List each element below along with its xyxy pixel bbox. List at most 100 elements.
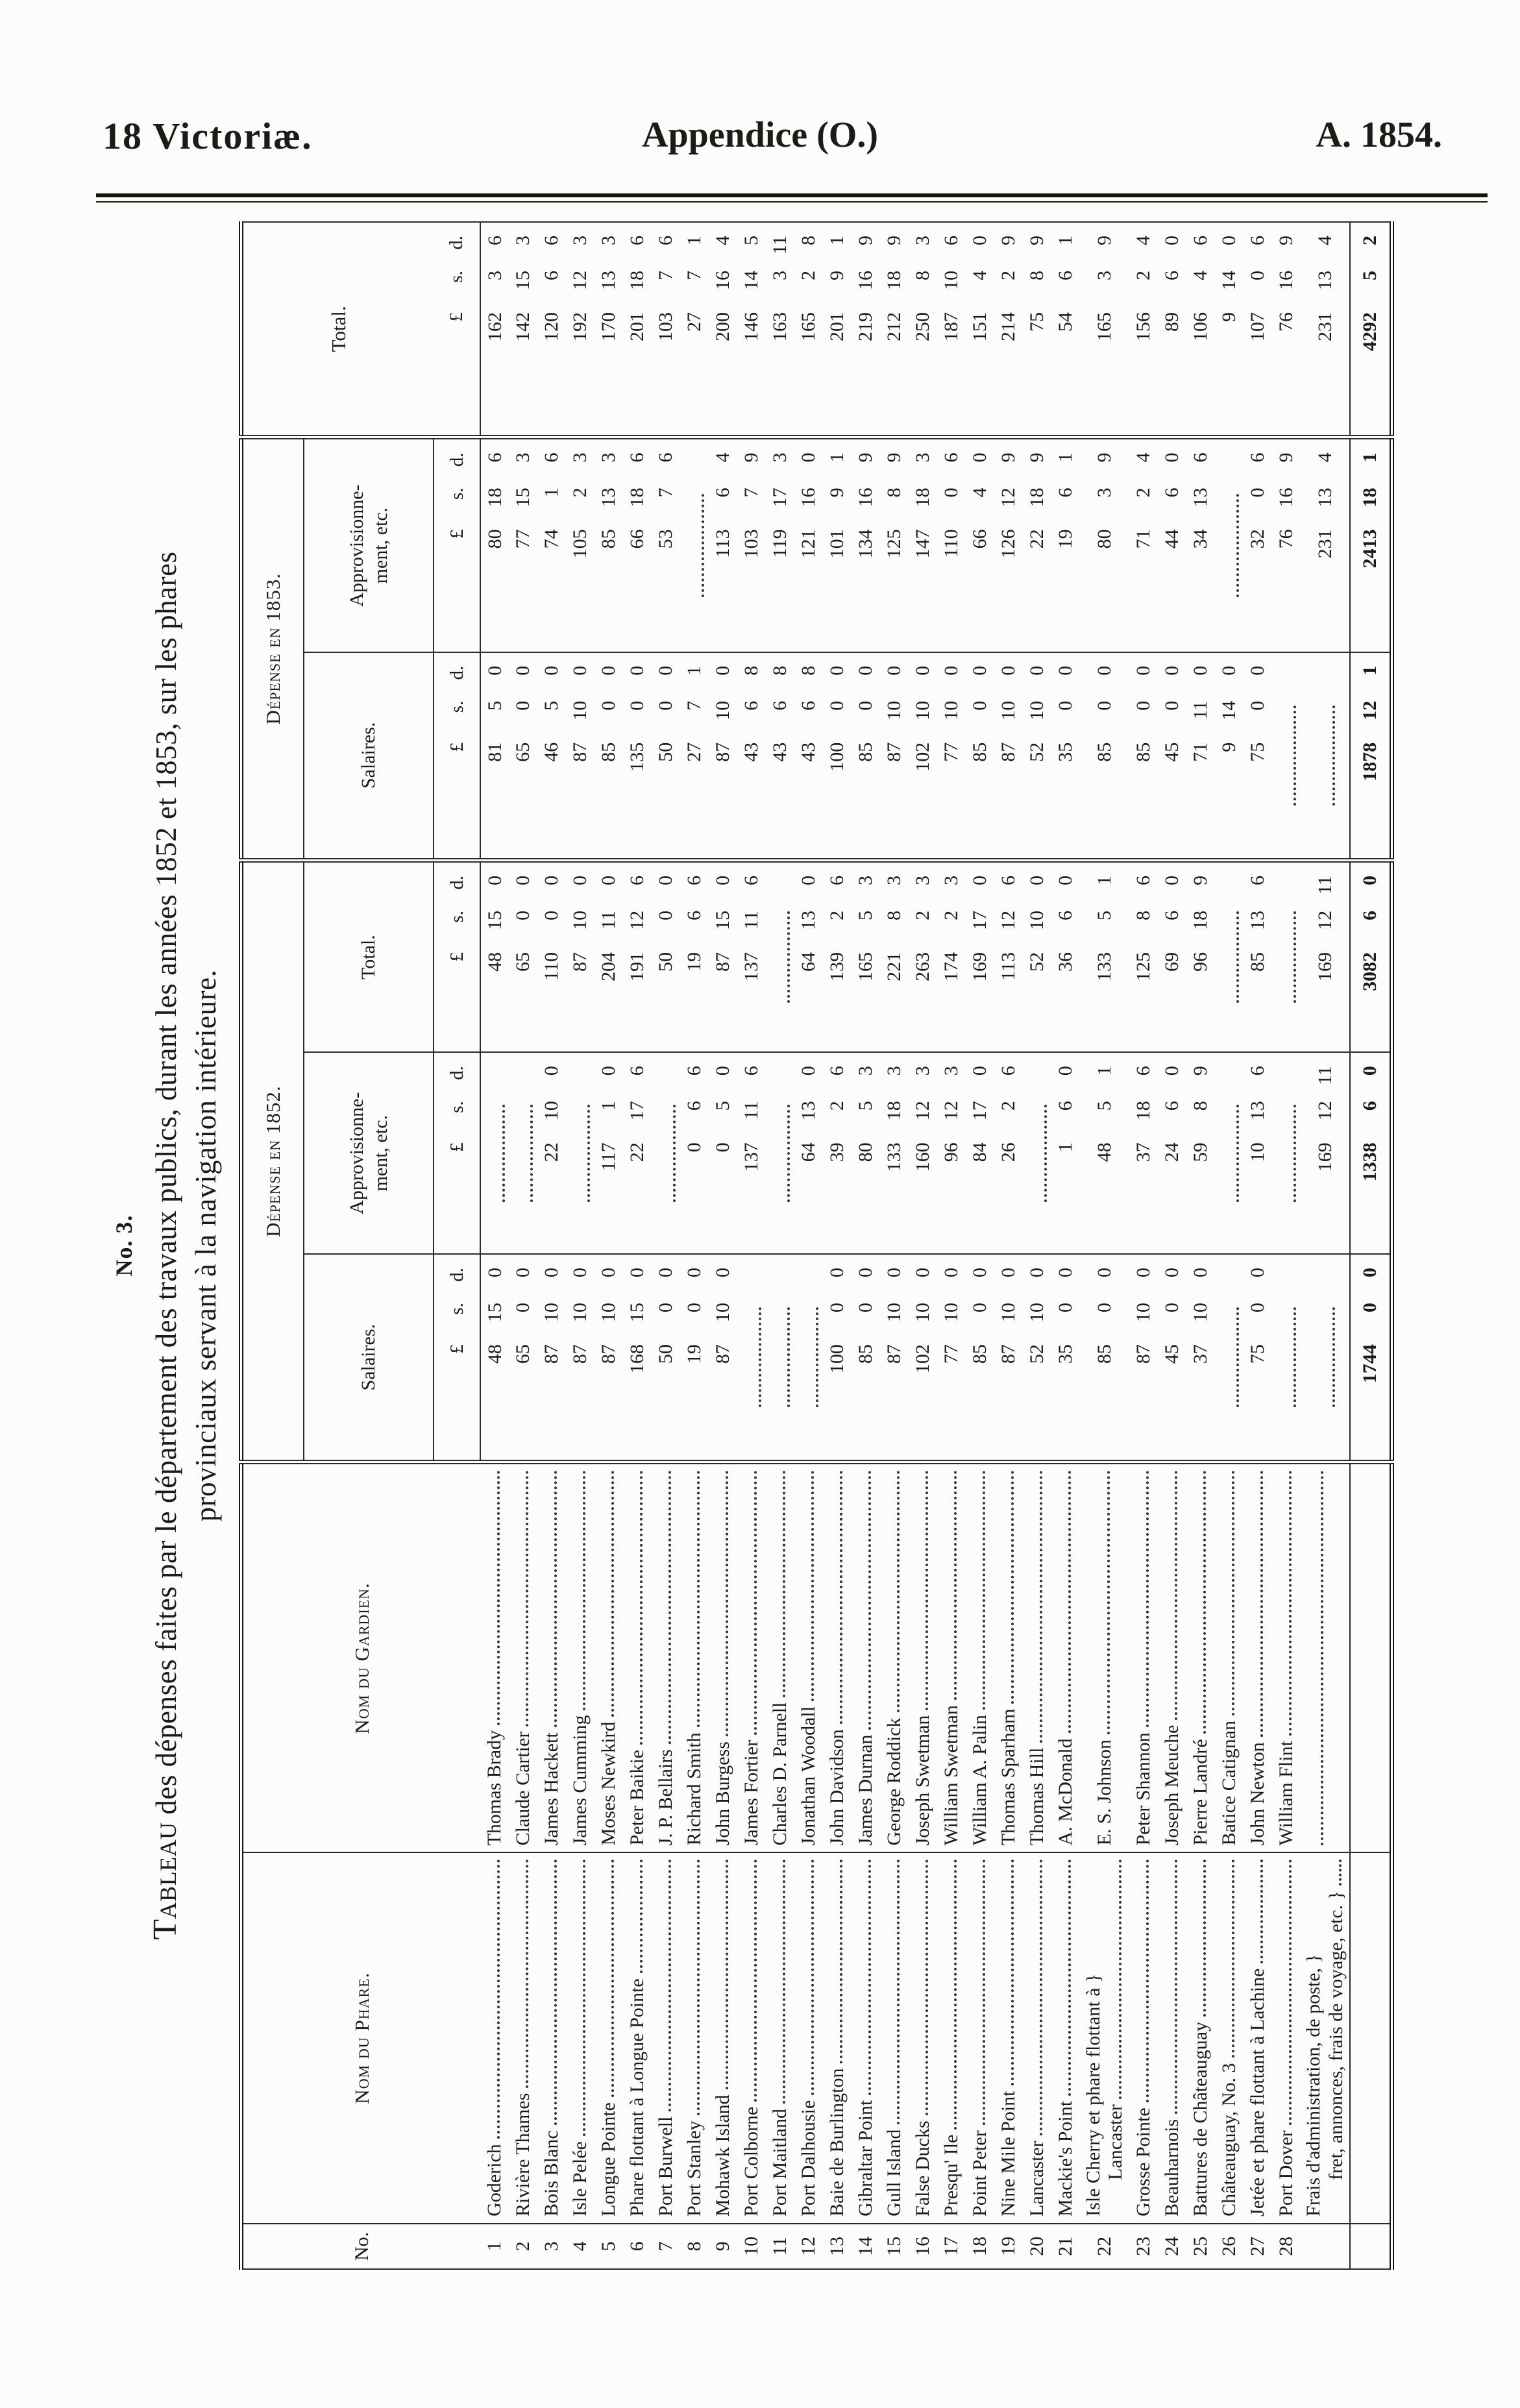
amount-shillings: 15 bbox=[484, 1303, 506, 1323]
amount-pence: 3 bbox=[598, 236, 620, 245]
cell-total-1852: 169 17 0 bbox=[966, 860, 995, 1053]
cell-phare: Port Dalhousie bbox=[794, 1852, 824, 2224]
cell-salaires-1853: 135 0 0 bbox=[623, 652, 652, 861]
amount-pence: 0 bbox=[1161, 452, 1183, 463]
cell-phare: Battures de Châteauguay bbox=[1186, 1852, 1216, 2224]
amount-pence: 0 bbox=[969, 1066, 991, 1076]
amount-pounds: 27 bbox=[683, 312, 705, 332]
page-header-year: A. 1854. bbox=[1316, 115, 1442, 155]
col-header-gardien: Nom du Gardien. bbox=[241, 1462, 481, 1853]
dot-leaders bbox=[1260, 1860, 1264, 1963]
amount-pounds: 133 bbox=[1094, 952, 1116, 982]
amount-pounds: 101 bbox=[826, 529, 848, 559]
cell-gardien: Richard Smith bbox=[680, 1462, 709, 1853]
amount-pounds: 231 bbox=[1314, 529, 1336, 559]
cell-row-number: 20 bbox=[1026, 2236, 1048, 2256]
cell-phare-text: Gull Island bbox=[883, 2129, 905, 2217]
table-body: 1 Goderich Thomas Brady 48 15 0 48 15 0 81 5 0 80 18 6… bbox=[480, 222, 1392, 2269]
cell-phare: Baie de Burlington bbox=[823, 1852, 852, 2224]
cell-gardien: A. McDonald bbox=[1051, 1462, 1081, 1853]
amount-pounds: 1744 bbox=[1358, 1344, 1380, 1384]
amount-pence: 9 bbox=[855, 236, 877, 245]
cell-gardien: James Cumming bbox=[566, 1462, 595, 1853]
amount-pounds: 156 bbox=[1133, 312, 1155, 341]
amount-shillings: 18 bbox=[1358, 487, 1380, 508]
amount-shillings: 15 bbox=[626, 1303, 648, 1323]
amount-pence: 8 bbox=[769, 665, 791, 676]
cell-salaires-1852: 87 10 0 bbox=[595, 1254, 624, 1462]
amount-pounds: 48 bbox=[484, 1344, 506, 1364]
group-header-1853: Dépense en 1853. bbox=[241, 437, 304, 861]
amount-pounds: 170 bbox=[598, 312, 620, 341]
amount-pence: 0 bbox=[798, 1066, 820, 1076]
cell-gardien-text: Claude Cartier bbox=[512, 1731, 534, 1846]
amount-pence: 4 bbox=[712, 236, 734, 245]
currency-unit-label: £ bbox=[446, 952, 467, 962]
amount-pence: 6 bbox=[626, 452, 648, 463]
amount-shillings: 10 bbox=[1026, 911, 1048, 931]
currency-unit-label: £ bbox=[446, 1142, 467, 1152]
currency-unit-label: d. bbox=[446, 452, 467, 467]
amount-shillings: 4 bbox=[1190, 271, 1212, 280]
amount-shillings: 5 bbox=[712, 1101, 734, 1111]
amount-pounds: 87 bbox=[541, 1344, 563, 1364]
amount-pence: 1 bbox=[1094, 876, 1116, 886]
total-salaires-1852: 1744 0 0 bbox=[1350, 1254, 1392, 1462]
amount-pence: 6 bbox=[940, 452, 962, 463]
dot-leaders bbox=[697, 1471, 700, 1728]
page-header-regnal-year: 18 Victoriæ. bbox=[103, 115, 313, 157]
amount-pence: 0 bbox=[969, 665, 991, 676]
cell-appro-1853: 44 6 0 bbox=[1158, 437, 1187, 652]
amount-shillings: 15 bbox=[484, 911, 506, 931]
amount-pounds: 81 bbox=[484, 742, 506, 762]
header-double-rule bbox=[96, 193, 1488, 203]
amount-pence: 0 bbox=[940, 665, 962, 676]
amount-pence: 0 bbox=[1094, 665, 1116, 676]
amount-pence: 0 bbox=[484, 876, 506, 886]
amount-pounds: 139 bbox=[826, 952, 848, 982]
empty-amount-dots bbox=[742, 1307, 762, 1408]
amount-pence: 1 bbox=[1358, 452, 1380, 463]
amount-pence: 11 bbox=[1314, 876, 1336, 894]
amount-shillings: 0 bbox=[855, 1303, 877, 1313]
amount-pounds: 74 bbox=[541, 529, 563, 549]
amount-shillings: 18 bbox=[1026, 487, 1048, 508]
amount-pounds: 212 bbox=[883, 312, 905, 341]
cell-phare: Port Maitland bbox=[766, 1852, 795, 2224]
amount-pounds: 64 bbox=[798, 952, 820, 972]
amount-pence: 0 bbox=[1055, 665, 1077, 676]
table-title: Tableau des dépenses faites par le dépar… bbox=[144, 210, 225, 2281]
cell-appro-1853: 125 8 9 bbox=[880, 437, 909, 652]
amount-pence: 3 bbox=[569, 236, 591, 245]
amount-shillings: 3 bbox=[1094, 271, 1116, 280]
cell-total-final: 151 4 0 bbox=[966, 222, 995, 437]
amount-pence: 6 bbox=[1190, 236, 1212, 245]
cell-appro-1853: 76 16 9 bbox=[1272, 437, 1301, 652]
table-row: 21 Mackie's Point A. McDonald 35 0 0 1 6 0 36 6 0 35… bbox=[1051, 222, 1081, 2269]
cell-phare-text: Goderich bbox=[484, 2144, 506, 2217]
cell-total-final: 106 4 6 bbox=[1186, 222, 1216, 437]
cell-gardien-text: A. McDonald bbox=[1055, 1738, 1077, 1846]
dot-leaders bbox=[583, 1471, 586, 1710]
amount-pence: 4 bbox=[1314, 236, 1336, 245]
cell-gardien: E. S. Johnson bbox=[1080, 1462, 1130, 1853]
amount-shillings: 2 bbox=[940, 911, 962, 921]
rotated-table-block: No. 3. Tableau des dépenses faites par l… bbox=[109, 210, 1417, 2281]
amount-pounds: 54 bbox=[1055, 312, 1077, 332]
cell-row-number: 14 bbox=[855, 2236, 877, 2256]
cell-salaires-1853: 87 10 0 bbox=[994, 652, 1024, 861]
amount-pounds: 80 bbox=[1094, 529, 1116, 549]
amount-pence: 0 bbox=[969, 876, 991, 886]
empty-amount-dots bbox=[1027, 1104, 1048, 1202]
amount-pence: 6 bbox=[1247, 236, 1269, 245]
amount-pence: 0 bbox=[598, 1268, 620, 1278]
amount-pounds: 133 bbox=[883, 1142, 905, 1172]
amount-shillings: 7 bbox=[683, 271, 705, 280]
empty-amount-dots bbox=[1220, 911, 1240, 1003]
amount-shillings: 17 bbox=[969, 1101, 991, 1121]
cell-gardien: Charles D. Parnell bbox=[766, 1462, 795, 1853]
cell-total-final: 54 6 1 bbox=[1051, 222, 1081, 437]
amount-pounds: 85 bbox=[598, 529, 620, 549]
amount-shillings: 16 bbox=[1275, 487, 1297, 508]
amount-shillings: 18 bbox=[484, 487, 506, 508]
